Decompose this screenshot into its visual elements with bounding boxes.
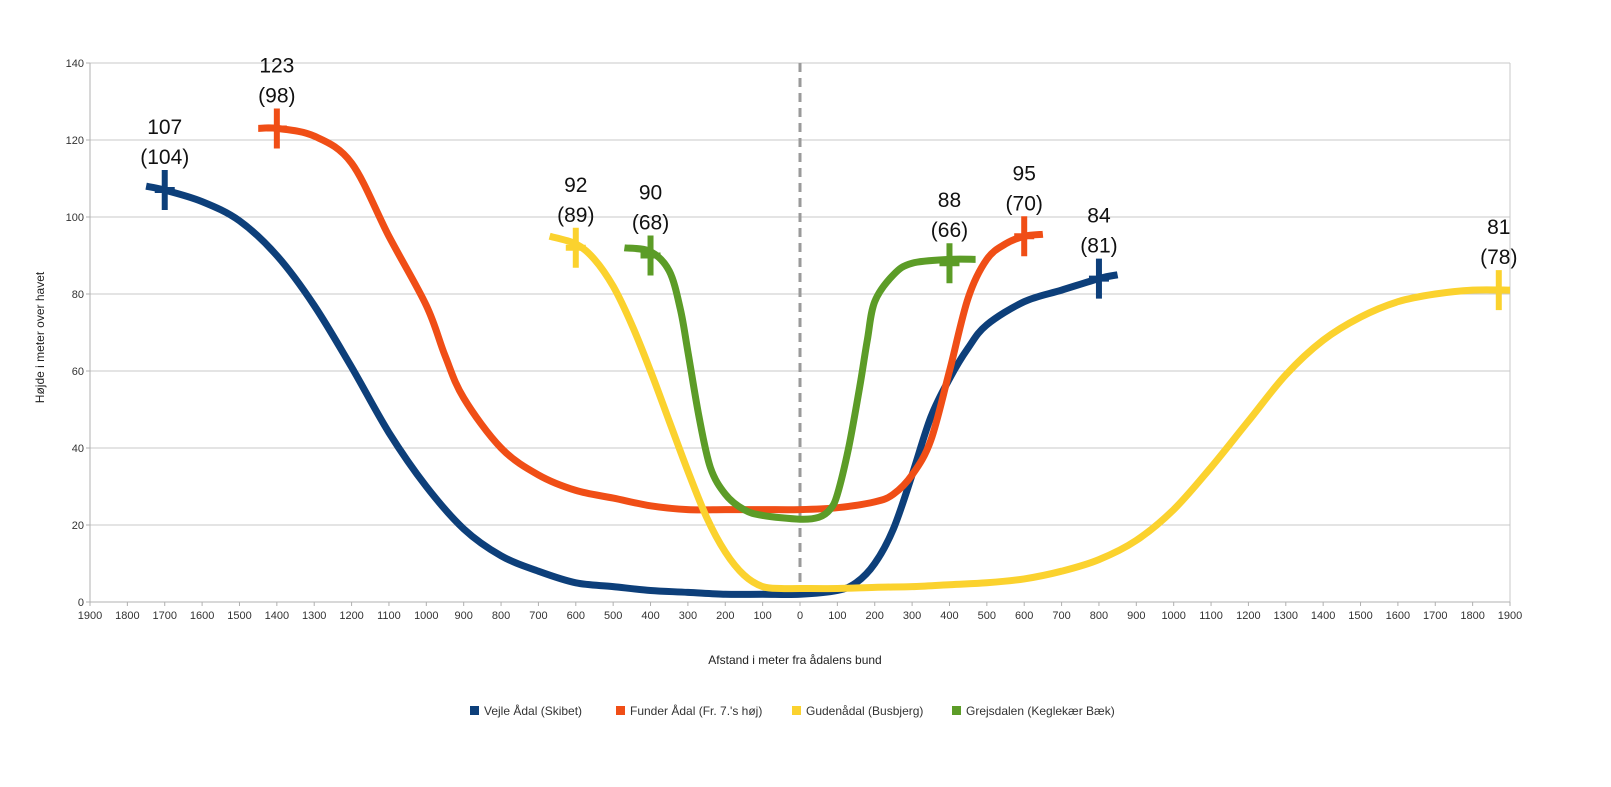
legend: Vejle Ådal (Skibet) Funder Ådal (Fr. 7.'s… — [470, 703, 1115, 718]
x-tick-label-33: 1400 — [1311, 610, 1335, 622]
legend-label-1: Funder Ådal (Fr. 7.'s høj) — [630, 703, 762, 718]
x-tick-label-13: 600 — [567, 610, 585, 622]
annotation-value-2: 92 — [564, 174, 587, 197]
x-tick-label-30: 1100 — [1199, 610, 1223, 622]
y-axis-ticks: 0 20 40 60 80 100 120 140 — [66, 58, 90, 609]
annotation-secondary-1: (98) — [258, 84, 295, 107]
annotation-value-6: 84 — [1087, 205, 1111, 228]
annotation-secondary-0: (104) — [140, 146, 189, 169]
x-tick-label-1: 1800 — [115, 610, 139, 622]
x-tick-label-7: 1200 — [339, 610, 363, 622]
x-axis-title: Afstand i meter fra ådalens bund — [708, 653, 881, 667]
x-tick-label-16: 300 — [679, 610, 697, 622]
x-tick-label-0: 1900 — [78, 610, 102, 622]
x-tick-label-24: 500 — [978, 610, 996, 622]
x-axis-ticks: 1900 1800 1700 1600 1500 1400 1300 1200 1100 1000… — [78, 602, 1522, 622]
x-tick-label-29: 1000 — [1161, 610, 1185, 622]
x-tick-label-2: 1700 — [152, 610, 176, 622]
annotation-secondary-3: (68) — [632, 212, 669, 235]
x-tick-label-37: 1800 — [1460, 610, 1484, 622]
x-tick-label-22: 300 — [903, 610, 921, 622]
series-lines — [145, 124, 1511, 599]
x-tick-label-19: 0 — [797, 610, 803, 622]
x-tick-label-20: 100 — [828, 610, 846, 622]
x-tick-label-34: 1500 — [1348, 610, 1372, 622]
annotation-secondary-5: (70) — [1006, 192, 1043, 215]
x-tick-label-35: 1600 — [1386, 610, 1410, 622]
series-line-2 — [548, 232, 1511, 593]
legend-swatch-2 — [792, 706, 801, 715]
y-tick-label-100: 100 — [66, 212, 84, 224]
y-tick-label-140: 140 — [66, 58, 84, 70]
x-tick-label-9: 1000 — [414, 610, 438, 622]
x-tick-label-11: 800 — [492, 610, 510, 622]
x-tick-label-23: 400 — [940, 610, 958, 622]
x-tick-label-26: 700 — [1052, 610, 1070, 622]
x-tick-label-6: 1300 — [302, 610, 326, 622]
annotation-secondary-2: (89) — [557, 204, 594, 227]
annotation-value-5: 95 — [1013, 162, 1036, 185]
y-axis-title: Højde i meter over havet — [33, 271, 47, 403]
annotation-value-4: 88 — [938, 189, 961, 212]
x-tick-label-21: 200 — [866, 610, 884, 622]
x-tick-label-32: 1300 — [1274, 610, 1298, 622]
series-line-3 — [623, 244, 976, 523]
annotation-value-7: 81 — [1487, 216, 1510, 239]
y-tick-label-60: 60 — [72, 366, 84, 378]
x-tick-label-25: 600 — [1015, 610, 1033, 622]
legend-swatch-1 — [616, 706, 625, 715]
annotation-secondary-7: (78) — [1480, 246, 1517, 269]
y-tick-label-0: 0 — [78, 597, 84, 609]
x-tick-label-28: 900 — [1127, 610, 1145, 622]
x-tick-label-5: 1400 — [265, 610, 289, 622]
x-tick-label-17: 200 — [716, 610, 734, 622]
summit-annotations: 107 (104) 123 (98) 92 (89) 90 (68) 88 (66) 95 (70) 8… — [140, 54, 1517, 311]
x-tick-label-36: 1700 — [1423, 610, 1447, 622]
x-tick-label-38: 1900 — [1498, 610, 1522, 622]
x-tick-label-10: 900 — [455, 610, 473, 622]
legend-label-2: Gudenådal (Busbjerg) — [806, 704, 923, 718]
series-line-0 — [145, 182, 1119, 599]
x-tick-label-27: 800 — [1090, 610, 1108, 622]
annotation-value-0: 107 — [147, 116, 182, 139]
x-tick-label-12: 700 — [529, 610, 547, 622]
annotation-secondary-4: (66) — [931, 219, 968, 242]
legend-swatch-3 — [952, 706, 961, 715]
y-tick-label-120: 120 — [66, 135, 84, 147]
annotation-secondary-6: (81) — [1080, 235, 1117, 258]
annotation-value-1: 123 — [259, 54, 294, 77]
x-tick-label-14: 500 — [604, 610, 622, 622]
legend-swatch-0 — [470, 706, 479, 715]
x-tick-label-8: 1100 — [377, 610, 401, 622]
x-tick-label-4: 1500 — [227, 610, 251, 622]
y-tick-label-40: 40 — [72, 443, 84, 455]
x-tick-label-3: 1600 — [190, 610, 214, 622]
y-tick-label-80: 80 — [72, 289, 84, 301]
x-tick-label-18: 100 — [753, 610, 771, 622]
y-tick-label-20: 20 — [72, 520, 84, 532]
legend-label-3: Grejsdalen (Keglekær Bæk) — [966, 704, 1115, 718]
annotation-value-3: 90 — [639, 182, 662, 205]
legend-label-0: Vejle Ådal (Skibet) — [484, 703, 582, 718]
x-tick-label-15: 400 — [641, 610, 659, 622]
x-tick-label-31: 1200 — [1236, 610, 1260, 622]
